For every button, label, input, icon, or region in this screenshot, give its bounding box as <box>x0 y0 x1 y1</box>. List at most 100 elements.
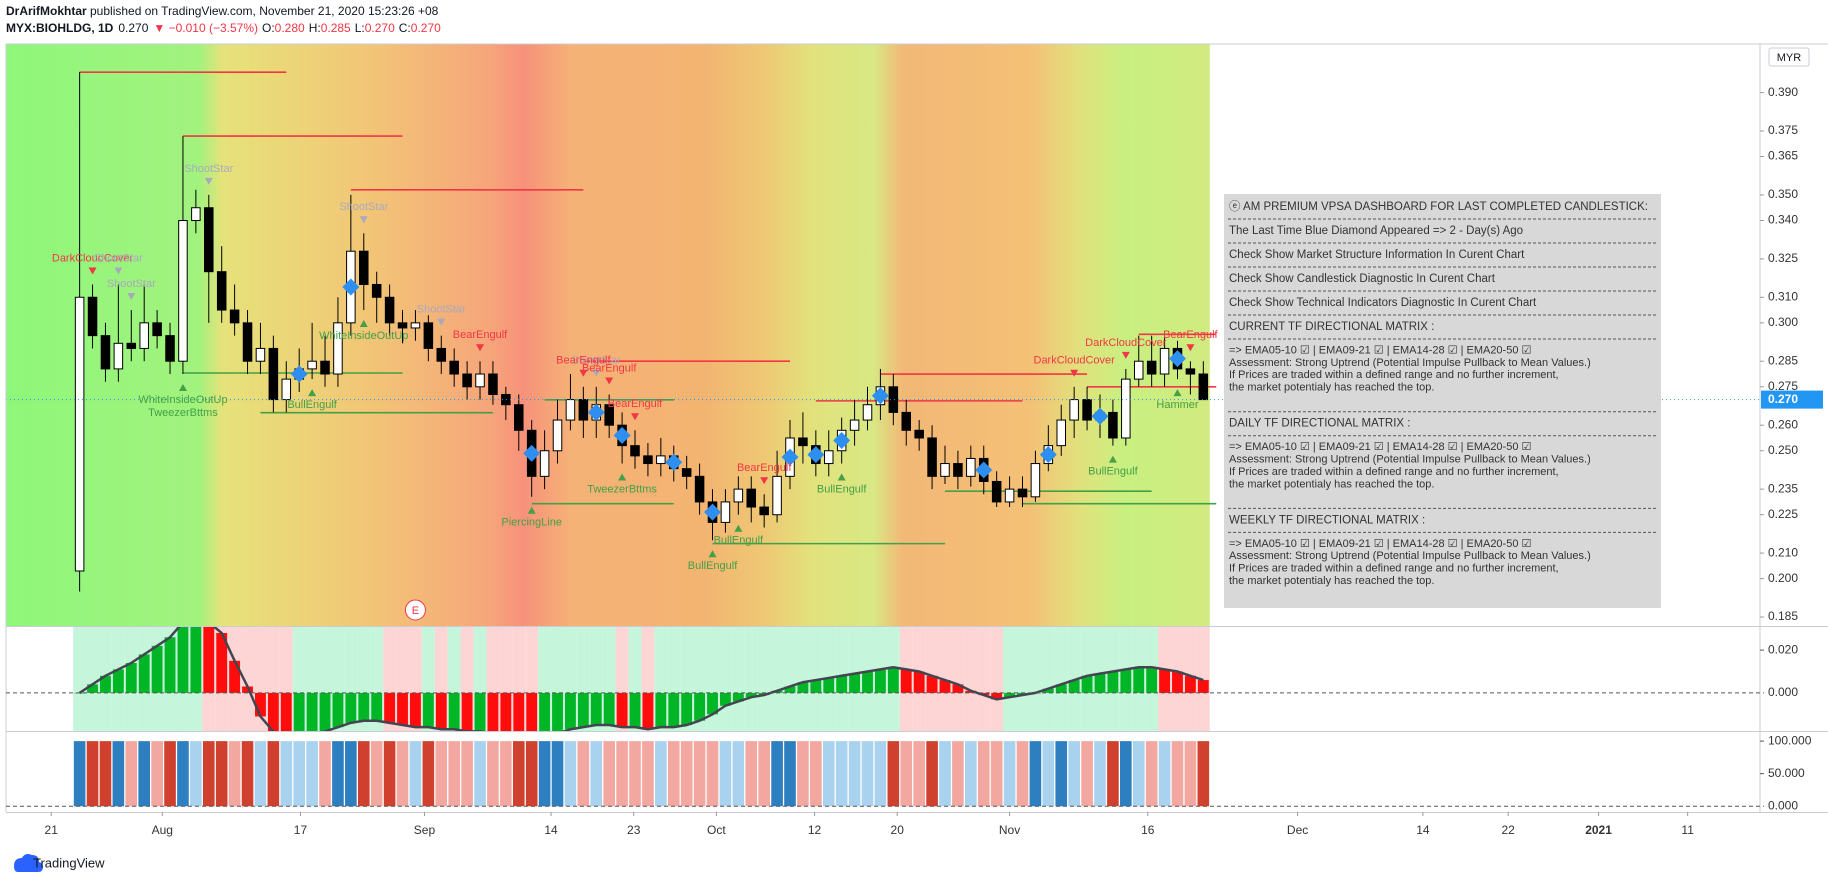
candle-body <box>204 207 214 273</box>
pattern-marker <box>178 384 187 392</box>
footer-brand[interactable]: TradingView <box>33 855 105 870</box>
candle-body <box>578 399 589 421</box>
pattern-marker <box>1070 369 1079 377</box>
candle-body <box>488 373 498 395</box>
section-line: If Prices are traded within a defined ra… <box>1229 466 1559 478</box>
x-tick-label: 11 <box>1681 823 1694 837</box>
x-tick-label: Nov <box>999 823 1020 837</box>
osc-background <box>770 627 784 731</box>
volume-bar <box>680 741 693 807</box>
section-heading: CURRENT TF DIRECTIONAL MATRIX : <box>1229 321 1434 333</box>
candle-body <box>152 322 162 337</box>
osc-bar <box>384 692 396 723</box>
candle-body <box>643 455 653 465</box>
x-tick-label: 20 <box>891 823 905 837</box>
pattern-marker <box>734 524 743 532</box>
y-tick-label: 0.285 <box>1768 353 1798 367</box>
pattern-label: BullEngulf <box>1088 466 1138 478</box>
volume-bar <box>939 741 951 807</box>
ohlc-key: O: <box>262 21 275 35</box>
section-heading: DAILY TF DIRECTIONAL MATRIX : <box>1229 418 1410 430</box>
currency[interactable]: MYR <box>1777 52 1802 64</box>
candle-body <box>436 347 447 362</box>
osc-bar <box>539 692 551 731</box>
osc-bar <box>138 654 150 693</box>
candle-body <box>87 296 98 337</box>
pattern-marker <box>631 413 640 421</box>
candle-body <box>216 271 227 311</box>
candle-body <box>720 501 731 523</box>
blue-diamond <box>781 448 799 466</box>
ohlc-key: L: <box>355 21 365 35</box>
volume-bar <box>874 741 887 807</box>
candle-body <box>927 437 937 477</box>
x-tick-label: Oct <box>707 823 726 837</box>
candle-body <box>901 411 912 431</box>
volume-bar <box>719 741 732 807</box>
x-tick-label: 22 <box>1501 823 1515 837</box>
volume-bar <box>73 741 86 807</box>
ohlc-value: 0.270 <box>411 21 441 35</box>
pattern-label: PiercingLine <box>501 517 562 529</box>
candle-body <box>552 419 563 452</box>
osc-bar <box>474 692 486 731</box>
candle-body <box>255 347 266 362</box>
osc-bar <box>1055 684 1067 693</box>
osc-bar <box>952 684 964 693</box>
volume-tick-label: 0.000 <box>1768 798 1798 812</box>
osc-bar <box>732 692 744 702</box>
candle-body <box>656 455 666 465</box>
osc-bar <box>862 671 873 693</box>
candle-body <box>1133 360 1144 380</box>
volume-bar <box>99 741 112 807</box>
blue-diamond <box>290 365 308 383</box>
candle-body <box>100 335 111 370</box>
volume-bar <box>900 741 913 807</box>
osc-bar <box>629 692 641 728</box>
volume-bar <box>887 741 900 807</box>
published: published on TradingView.com, November 2… <box>87 4 439 18</box>
currency-box[interactable] <box>1768 47 1810 67</box>
section-line: Assessment: Strong Uptrend (Potential Im… <box>1229 357 1591 369</box>
y-tick-label: 0.235 <box>1768 481 1798 495</box>
volume-bar <box>383 741 396 807</box>
candle-body <box>1056 419 1067 447</box>
candle-body <box>681 468 692 477</box>
y-tick-label: 0.275 <box>1768 379 1798 393</box>
pattern-label: DarkCloudCover <box>52 252 134 264</box>
dashboard: ⓔ AM PREMIUM VPSA DASHBOARD FOR LAST COM… <box>1224 194 1661 608</box>
osc-bar <box>642 692 654 730</box>
pattern-marker <box>1121 351 1130 359</box>
osc-background <box>241 627 254 731</box>
x-tick-label: 2021 <box>1585 823 1612 837</box>
volume-bar <box>474 741 486 807</box>
volume-bar <box>1094 741 1106 807</box>
section-heading: WEEKLY TF DIRECTIONAL MATRIX : <box>1229 514 1425 526</box>
volume-bar <box>215 741 228 807</box>
volume-bar <box>1145 741 1158 807</box>
osc-bar <box>1107 671 1119 693</box>
volume-bar <box>913 741 925 807</box>
section-line: => EMA05-10 ☑ | EMA09-21 ☑ | EMA14-28 ☑ … <box>1229 344 1531 356</box>
blue-diamond <box>833 432 851 450</box>
osc-bar <box>461 692 473 731</box>
osc-bar <box>216 632 228 693</box>
osc-bar <box>1094 673 1106 693</box>
candle-body <box>74 296 85 572</box>
volume-bar <box>810 741 822 807</box>
candle-body <box>746 488 757 508</box>
volume-bar <box>822 741 835 807</box>
logo-icon[interactable] <box>14 854 43 872</box>
dashboard-line: The Last Time Blue Diamond Appeared => 2… <box>1229 225 1523 237</box>
osc-bar <box>900 669 912 693</box>
candle-body <box>462 373 472 388</box>
candle-body <box>178 220 188 362</box>
candle-body <box>991 480 1002 503</box>
osc-bar <box>1068 680 1080 693</box>
y-tick-label: 0.260 <box>1768 417 1798 431</box>
candle-body <box>1198 373 1209 401</box>
volume-bar <box>926 741 938 807</box>
candle-body <box>333 322 343 375</box>
pattern-marker <box>204 177 213 185</box>
